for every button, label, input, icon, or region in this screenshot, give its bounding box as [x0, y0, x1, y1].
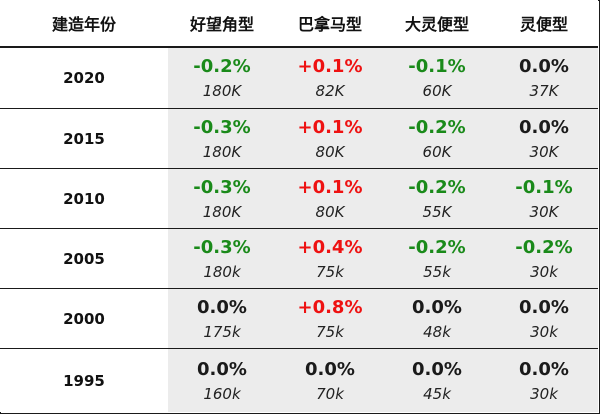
row-year-label: 2000: [0, 289, 168, 349]
percent-change-value: -0.2%: [193, 56, 251, 77]
percent-change-value: 0.0%: [519, 358, 569, 380]
table-cell: 0.0% 160k: [168, 349, 276, 412]
tonnage-value: 82K: [315, 82, 345, 100]
table-cell: +0.4% 75k: [276, 229, 384, 289]
percent-change-value: +0.1%: [297, 176, 363, 198]
table-cell: 0.0% 45k: [384, 349, 490, 412]
row-year-label: 2015: [0, 109, 168, 169]
percent-change-value: -0.2%: [408, 176, 466, 198]
table-cell: 0.0% 70k: [276, 349, 384, 412]
percent-change-value: -0.2%: [408, 116, 466, 138]
percent-change-value: +0.1%: [297, 116, 363, 138]
column-header-ship-type: 巴拿马型: [276, 0, 384, 48]
column-header-ship-type: 好望角型: [168, 0, 276, 48]
tonnage-value: 60K: [422, 82, 452, 100]
percent-change-value: +0.1%: [297, 56, 363, 77]
percent-change-value: +0.8%: [297, 296, 363, 318]
row-year-label: 2020: [0, 48, 168, 109]
tonnage-value: 180k: [203, 262, 241, 281]
tonnage-value: 180K: [202, 202, 242, 221]
percent-change-value: -0.3%: [193, 176, 251, 198]
column-header-ship-type: 灵便型: [490, 0, 598, 48]
tonnage-value: 30K: [529, 142, 559, 161]
percent-change-value: 0.0%: [519, 116, 569, 138]
tonnage-value: 55k: [423, 262, 451, 281]
tonnage-value: 80K: [315, 202, 345, 221]
table-cell: -0.3% 180K: [168, 169, 276, 229]
table-cell: -0.2% 55k: [384, 229, 490, 289]
percent-change-value: -0.2%: [408, 236, 466, 258]
table-cell: -0.2% 30k: [490, 229, 598, 289]
table-cell: 0.0% 30k: [490, 349, 598, 412]
percent-change-value: -0.1%: [515, 176, 573, 198]
table-cell: 0.0% 37K: [490, 48, 598, 109]
percent-change-value: 0.0%: [412, 358, 462, 380]
table-cell: +0.1% 82K: [276, 48, 384, 109]
tonnage-value: 37K: [529, 82, 559, 100]
percent-change-value: 0.0%: [519, 296, 569, 318]
table-cell: 0.0% 175k: [168, 289, 276, 349]
tonnage-value: 75k: [316, 262, 344, 281]
tonnage-value: 75k: [316, 322, 344, 341]
row-year-label: 1995: [0, 349, 168, 412]
tonnage-value: 55K: [422, 202, 452, 221]
tonnage-value: 48k: [423, 322, 451, 341]
tonnage-value: 45k: [423, 384, 451, 403]
table-cell: -0.2% 60K: [384, 109, 490, 169]
percent-change-value: -0.1%: [408, 56, 466, 77]
tonnage-value: 70k: [316, 384, 344, 403]
table-cell: 0.0% 48k: [384, 289, 490, 349]
tonnage-value: 60K: [422, 142, 452, 161]
tonnage-value: 30k: [530, 322, 558, 341]
table-cell: -0.3% 180k: [168, 229, 276, 289]
percent-change-value: 0.0%: [412, 296, 462, 318]
percent-change-value: 0.0%: [519, 56, 569, 77]
column-header-build-year: 建造年份: [0, 0, 168, 48]
percent-change-value: -0.2%: [515, 236, 573, 258]
percent-change-value: -0.3%: [193, 236, 251, 258]
tonnage-value: 175k: [203, 322, 241, 341]
percent-change-value: -0.3%: [193, 116, 251, 138]
row-year-label: 2010: [0, 169, 168, 229]
percent-change-value: +0.4%: [297, 236, 363, 258]
percent-change-value: 0.0%: [197, 358, 247, 380]
tonnage-value: 180K: [202, 142, 242, 161]
column-header-ship-type: 大灵便型: [384, 0, 490, 48]
table-cell: -0.1% 30K: [490, 169, 598, 229]
table-cell: -0.2% 55K: [384, 169, 490, 229]
table-cell: -0.1% 60K: [384, 48, 490, 109]
tonnage-value: 30k: [530, 384, 558, 403]
percent-change-value: 0.0%: [305, 358, 355, 380]
tonnage-value: 30K: [529, 202, 559, 221]
tonnage-value: 180K: [202, 82, 242, 100]
tonnage-value: 80K: [315, 142, 345, 161]
table-cell: +0.8% 75k: [276, 289, 384, 349]
table-cell: 0.0% 30K: [490, 109, 598, 169]
table-cell: +0.1% 80K: [276, 109, 384, 169]
table-cell: +0.1% 80K: [276, 169, 384, 229]
table-cell: 0.0% 30k: [490, 289, 598, 349]
row-year-label: 2005: [0, 229, 168, 289]
tonnage-value: 30k: [530, 262, 558, 281]
table-cell: -0.3% 180K: [168, 109, 276, 169]
percent-change-value: 0.0%: [197, 296, 247, 318]
tonnage-value: 160k: [203, 384, 241, 403]
table-cell: -0.2% 180K: [168, 48, 276, 109]
